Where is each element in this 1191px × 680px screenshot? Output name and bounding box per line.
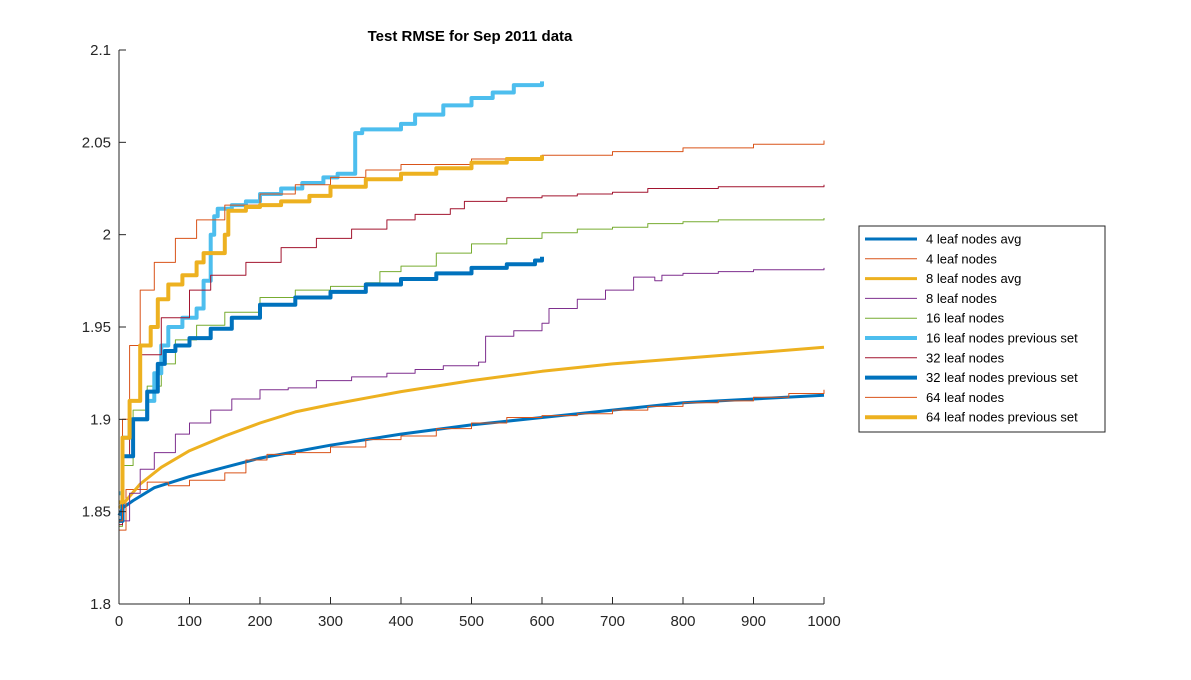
y-tick-label: 2.05 (82, 134, 111, 151)
x-tick-label: 100 (177, 613, 202, 630)
y-tick-label: 1.9 (90, 411, 111, 428)
legend-entry: 32 leaf nodes (926, 350, 1005, 365)
y-tick-label: 1.95 (82, 319, 111, 336)
legend-entry: 4 leaf nodes (926, 251, 997, 266)
series-line-7 (119, 184, 825, 526)
x-tick-label: 600 (529, 613, 554, 630)
x-tick-label: 500 (459, 613, 484, 630)
series-line-10 (119, 155, 544, 505)
x-tick-label: 400 (388, 613, 413, 630)
y-tick-label: 2.1 (90, 42, 111, 59)
legend-entry: 64 leaf nodes (926, 390, 1005, 405)
x-tick-label: 200 (247, 613, 272, 630)
legend-entry: 16 leaf nodes (926, 311, 1005, 326)
x-tick-label: 800 (670, 613, 695, 630)
legend-entry: 4 leaf nodes avg (926, 232, 1021, 247)
chart-title: Test RMSE for Sep 2011 data (368, 28, 573, 45)
series-line-3 (117, 345, 825, 510)
legend-entry: 64 leaf nodes previous set (926, 410, 1078, 425)
legend: 4 leaf nodes avg 4 leaf nodes 8 leaf nodes… (858, 225, 1106, 433)
series-line-8 (119, 256, 544, 523)
x-tick-label: 0 (115, 613, 123, 630)
legend-entry: 32 leaf nodes previous set (926, 370, 1078, 385)
series-line-4 (119, 267, 825, 522)
x-tick-label: 300 (318, 613, 343, 630)
y-tick-label: 2 (103, 227, 111, 244)
y-tick-label: 1.85 (82, 504, 111, 521)
axes: 0 100 200 300 400 500 600 700 800 900 1000 1.8 1.85 1… (82, 42, 841, 630)
x-tick-label: 1000 (807, 613, 840, 630)
x-tick-label: 900 (741, 613, 766, 630)
series-line-1 (117, 393, 825, 517)
y-tick-label: 1.8 (90, 596, 111, 613)
series-line-2 (119, 389, 825, 531)
plot-area (117, 81, 825, 531)
legend-entry: 8 leaf nodes (926, 291, 997, 306)
x-tick-label: 700 (600, 613, 625, 630)
legend-entry: 16 leaf nodes previous set (926, 331, 1078, 346)
legend-entry: 8 leaf nodes avg (926, 271, 1021, 286)
series-line-9 (119, 140, 825, 522)
